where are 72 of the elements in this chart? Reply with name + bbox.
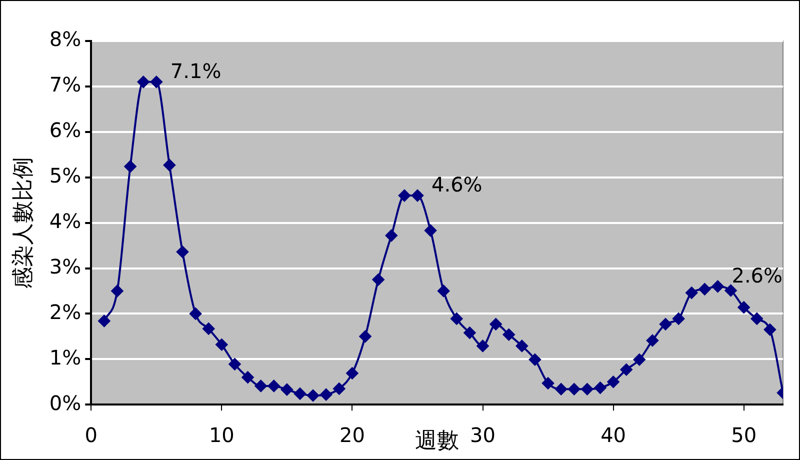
point	[738, 301, 750, 314]
x-tick-label: 40	[600, 422, 626, 447]
point	[320, 388, 332, 401]
point	[581, 383, 594, 396]
point	[202, 322, 215, 335]
point	[268, 380, 280, 392]
point	[307, 390, 320, 402]
point	[528, 354, 541, 366]
point	[398, 190, 410, 202]
point	[672, 312, 685, 325]
point	[242, 371, 254, 384]
point	[228, 358, 241, 370]
annotation: 2.6%	[732, 263, 783, 288]
y-tick-label: 8%	[49, 27, 82, 52]
x-axis-title: 週數	[415, 428, 460, 454]
point	[542, 377, 554, 390]
point	[476, 340, 489, 352]
x-tick-label: 10	[208, 422, 234, 447]
point	[698, 283, 711, 296]
point	[620, 364, 632, 376]
point	[424, 224, 437, 237]
point	[607, 376, 620, 388]
y-tick-label: 3%	[49, 254, 82, 278]
point	[568, 383, 580, 396]
x-tick-label: 20	[339, 422, 365, 447]
point	[216, 338, 228, 351]
point	[137, 76, 150, 88]
point	[111, 284, 124, 297]
point	[750, 312, 763, 325]
point	[490, 318, 502, 330]
point	[372, 274, 384, 286]
y-axis-title: 感染人數比例	[10, 156, 36, 289]
point	[724, 284, 737, 297]
y-tick-label: 4%	[49, 209, 82, 234]
point	[516, 340, 528, 352]
point	[294, 388, 306, 400]
y-tick-label: 2%	[49, 300, 82, 324]
point	[411, 190, 424, 202]
y-tick-label: 5%	[49, 164, 82, 188]
y-tick-label: 1%	[49, 345, 82, 370]
point	[438, 284, 450, 297]
x-tick-label: 0	[84, 422, 98, 447]
point	[633, 354, 646, 366]
point	[359, 330, 372, 342]
point	[124, 160, 136, 172]
y-tick-label: 7%	[49, 72, 82, 97]
point	[346, 367, 358, 380]
point	[464, 326, 476, 339]
y-tick-label: 6%	[49, 118, 82, 142]
point	[712, 280, 724, 292]
point	[646, 334, 658, 347]
point	[502, 328, 515, 341]
point	[555, 383, 568, 396]
point	[385, 230, 398, 242]
point	[254, 380, 267, 392]
point	[150, 76, 162, 88]
point	[333, 382, 346, 395]
annotation: 4.6%	[431, 172, 482, 197]
point	[764, 324, 776, 336]
point	[176, 246, 189, 258]
point	[163, 159, 176, 172]
x-tick-label: 30	[470, 422, 496, 447]
point	[190, 308, 202, 320]
annotation: 7.1%	[170, 58, 222, 83]
point	[660, 318, 672, 330]
point	[686, 286, 698, 299]
point	[594, 382, 606, 394]
x-tick-label: 50	[731, 422, 757, 447]
point	[280, 384, 293, 396]
y-tick-label: 0%	[49, 390, 82, 415]
point	[450, 312, 463, 325]
point	[98, 314, 110, 327]
